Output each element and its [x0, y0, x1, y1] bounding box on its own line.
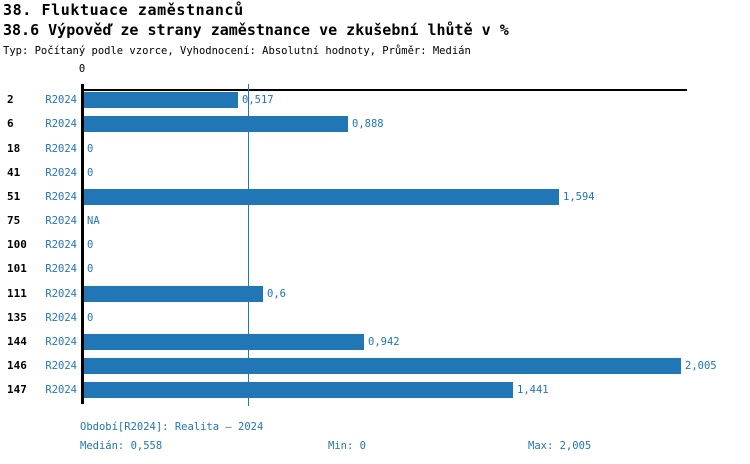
bar [84, 334, 364, 350]
row-category-label: 100 [7, 238, 27, 251]
bar-value-label: NA [87, 215, 100, 227]
row-series-label: R2024 [45, 118, 77, 130]
row-category-label: 144 [7, 335, 27, 348]
chart-meta: Typ: Počítaný podle vzorce, Vyhodnocení:… [3, 45, 471, 57]
row-series-label: R2024 [45, 360, 77, 372]
row-series-label: R2024 [45, 288, 77, 300]
row-series-label: R2024 [45, 167, 77, 179]
bar-value-label: 1,594 [563, 191, 595, 203]
row-series-label: R2024 [45, 191, 77, 203]
bar-value-label: 0 [87, 239, 94, 251]
bar-value-label: 0 [87, 312, 94, 324]
bar-value-label: 0,888 [352, 118, 384, 130]
footer-min: Min: 0 [328, 440, 366, 452]
x-axis-tick-label: 0 [78, 63, 86, 75]
bar-value-label: 0,942 [368, 336, 400, 348]
row-category-label: 41 [7, 166, 21, 179]
row-series-label: R2024 [45, 94, 77, 106]
row-series-label: R2024 [45, 263, 77, 275]
bar [84, 92, 238, 108]
row-category-label: 146 [7, 359, 27, 372]
bar [84, 358, 681, 374]
row-category-label: 51 [7, 190, 21, 203]
bar-value-label: 0 [87, 143, 94, 155]
row-category-label: 111 [7, 287, 27, 300]
row-series-label: R2024 [45, 312, 77, 324]
bar-value-label: 1,441 [517, 384, 549, 396]
bar [84, 382, 513, 398]
bar-value-label: 0,6 [267, 288, 286, 300]
median-line [248, 84, 249, 406]
bar [84, 286, 263, 302]
bar [84, 116, 348, 132]
chart-subtitle: 38.6 Výpověď ze strany zaměstnance ve zk… [3, 21, 509, 39]
row-series-label: R2024 [45, 143, 77, 155]
footer-max: Max: 2,005 [528, 440, 592, 452]
x-axis-line [82, 89, 687, 91]
row-category-label: 101 [7, 262, 27, 275]
row-category-label: 2 [7, 93, 14, 106]
row-series-label: R2024 [45, 336, 77, 348]
row-category-label: 147 [7, 383, 27, 396]
bar [84, 189, 559, 205]
bar-value-label: 2,005 [685, 360, 717, 372]
row-series-label: R2024 [45, 239, 77, 251]
row-category-label: 135 [7, 311, 27, 324]
page-title: 38. Fluktuace zaměstnanců [3, 1, 244, 19]
y-axis-line [81, 84, 84, 404]
row-series-label: R2024 [45, 215, 77, 227]
row-category-label: 6 [7, 117, 14, 130]
row-category-label: 18 [7, 142, 21, 155]
bar-value-label: 0 [87, 167, 94, 179]
row-category-label: 75 [7, 214, 21, 227]
footer-period: Období[R2024]: Realita – 2024 [80, 421, 264, 433]
bar-value-label: 0,517 [242, 94, 274, 106]
footer-median: Medián: 0,558 [80, 440, 163, 452]
bar-value-label: 0 [87, 263, 94, 275]
row-series-label: R2024 [45, 384, 77, 396]
